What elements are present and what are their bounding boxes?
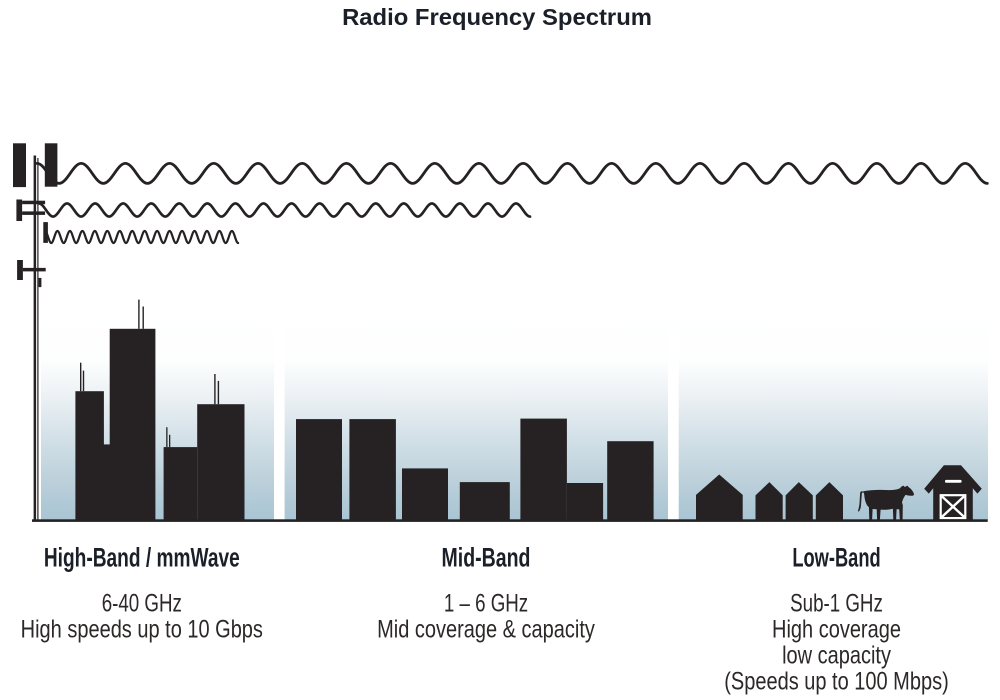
skyscraper bbox=[163, 447, 198, 521]
cow-icon bbox=[857, 485, 914, 520]
low-frequency-wave-icon bbox=[35, 161, 989, 185]
tower-stub-low bbox=[38, 277, 42, 288]
tower-antenna-panel-right bbox=[44, 143, 58, 187]
lowband-freq: Sub-1 GHz bbox=[790, 589, 883, 617]
building bbox=[349, 419, 396, 521]
tower-bracket-bar bbox=[22, 200, 46, 205]
rooftop-antenna bbox=[169, 434, 171, 448]
rooftop-antenna bbox=[82, 370, 85, 392]
door-cross-diagonal bbox=[940, 495, 966, 518]
house bbox=[785, 482, 813, 521]
rooftop-antenna bbox=[138, 299, 140, 329]
highband-label: High-Band / mmWave bbox=[44, 542, 240, 572]
mid-frequency-wave-icon bbox=[37, 202, 532, 218]
barn-door-cross bbox=[940, 495, 966, 518]
highband-skyline-icon bbox=[75, 299, 245, 521]
rooftop-antenna bbox=[214, 374, 216, 405]
tower-antenna-mid-left bbox=[16, 199, 23, 221]
midband-desc: Mid coverage & capacity bbox=[377, 615, 595, 643]
skyscraper bbox=[197, 404, 245, 521]
tower-antenna-stub-right bbox=[43, 222, 48, 243]
house bbox=[815, 482, 843, 521]
barn-hayloft-slit bbox=[945, 479, 962, 483]
rooftop-antenna bbox=[80, 362, 82, 392]
lowband-label: Low-Band bbox=[792, 542, 880, 572]
rooftop-antenna bbox=[142, 306, 144, 329]
lowband-desc-3: (Speeds up to 100 Mbps) bbox=[724, 667, 948, 695]
lowband-houses-icon bbox=[696, 474, 843, 521]
skyscraper bbox=[109, 328, 156, 521]
house bbox=[696, 474, 743, 521]
tower-bracket-bar bbox=[22, 267, 46, 272]
building bbox=[402, 468, 448, 521]
building bbox=[459, 482, 510, 521]
midband-freq: 1 – 6 GHz bbox=[444, 589, 528, 617]
diagram-title: Radio Frequency Spectrum bbox=[342, 5, 652, 31]
cell-tower-icon bbox=[13, 143, 58, 521]
rooftop-antenna bbox=[217, 380, 220, 405]
tower-antenna-low-left bbox=[17, 260, 23, 280]
tower-mast-thin bbox=[37, 158, 39, 521]
tower-bracket-bar bbox=[22, 211, 46, 215]
tower-antenna-panel-left bbox=[13, 143, 26, 188]
high-frequency-wave-icon bbox=[43, 229, 240, 245]
building bbox=[520, 418, 567, 521]
skyscraper bbox=[75, 391, 104, 521]
lowband-desc-1: High coverage bbox=[772, 615, 901, 643]
tower-mast bbox=[33, 155, 37, 521]
building bbox=[566, 483, 604, 521]
skyscraper-back bbox=[102, 444, 111, 521]
rooftop-antenna bbox=[166, 427, 168, 448]
house bbox=[755, 482, 783, 521]
building bbox=[607, 441, 654, 521]
ground-line bbox=[32, 519, 988, 522]
midband-label: Mid-Band bbox=[442, 543, 531, 573]
highband-freq: 6-40 GHz bbox=[102, 589, 182, 617]
midband-skyline-icon bbox=[296, 418, 654, 521]
barn-icon bbox=[924, 465, 982, 521]
lowband-desc-2: low capacity bbox=[782, 641, 891, 669]
highband-desc: High speeds up to 10 Gbps bbox=[21, 615, 263, 643]
building bbox=[296, 419, 342, 521]
